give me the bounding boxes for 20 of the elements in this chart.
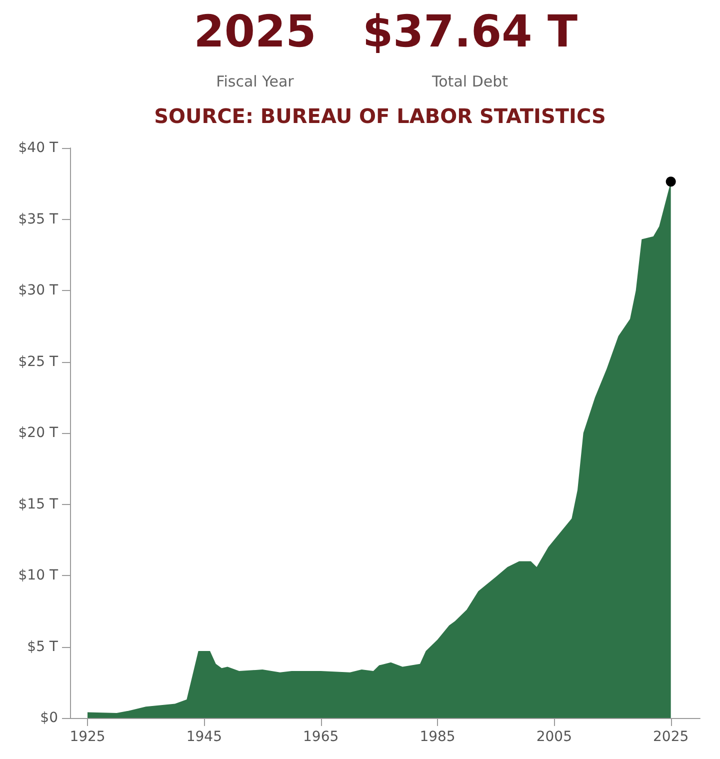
text: 2025 [194,6,316,58]
source-note: SOURCE: BUREAU OF LABOR STATISTICS [154,104,606,128]
x-tick-label: 1945 [186,729,222,745]
y-tick-label: $30 T [18,282,58,298]
y-tick-label: $0 [40,710,58,726]
x-tick-label: 1985 [420,729,456,745]
x-tick-label: 1965 [303,729,339,745]
text: Fiscal Year [216,72,295,90]
y-tick-label: $35 T [18,211,58,228]
x-tick-label: 2025 [653,729,689,745]
text: Total Debt [431,72,508,90]
y-tick-label: $20 T [18,425,58,441]
y-tick-label: $15 T [18,496,58,512]
y-tick-label: $5 T [27,638,58,655]
x-tick-label: 2005 [536,729,572,745]
text: $37.64 T [362,6,578,58]
y-tick-label: $40 T [18,140,58,156]
y-tick-label: $25 T [18,354,58,370]
y-tick-label: $10 T [18,568,58,584]
x-tick-label: 1925 [70,729,106,745]
